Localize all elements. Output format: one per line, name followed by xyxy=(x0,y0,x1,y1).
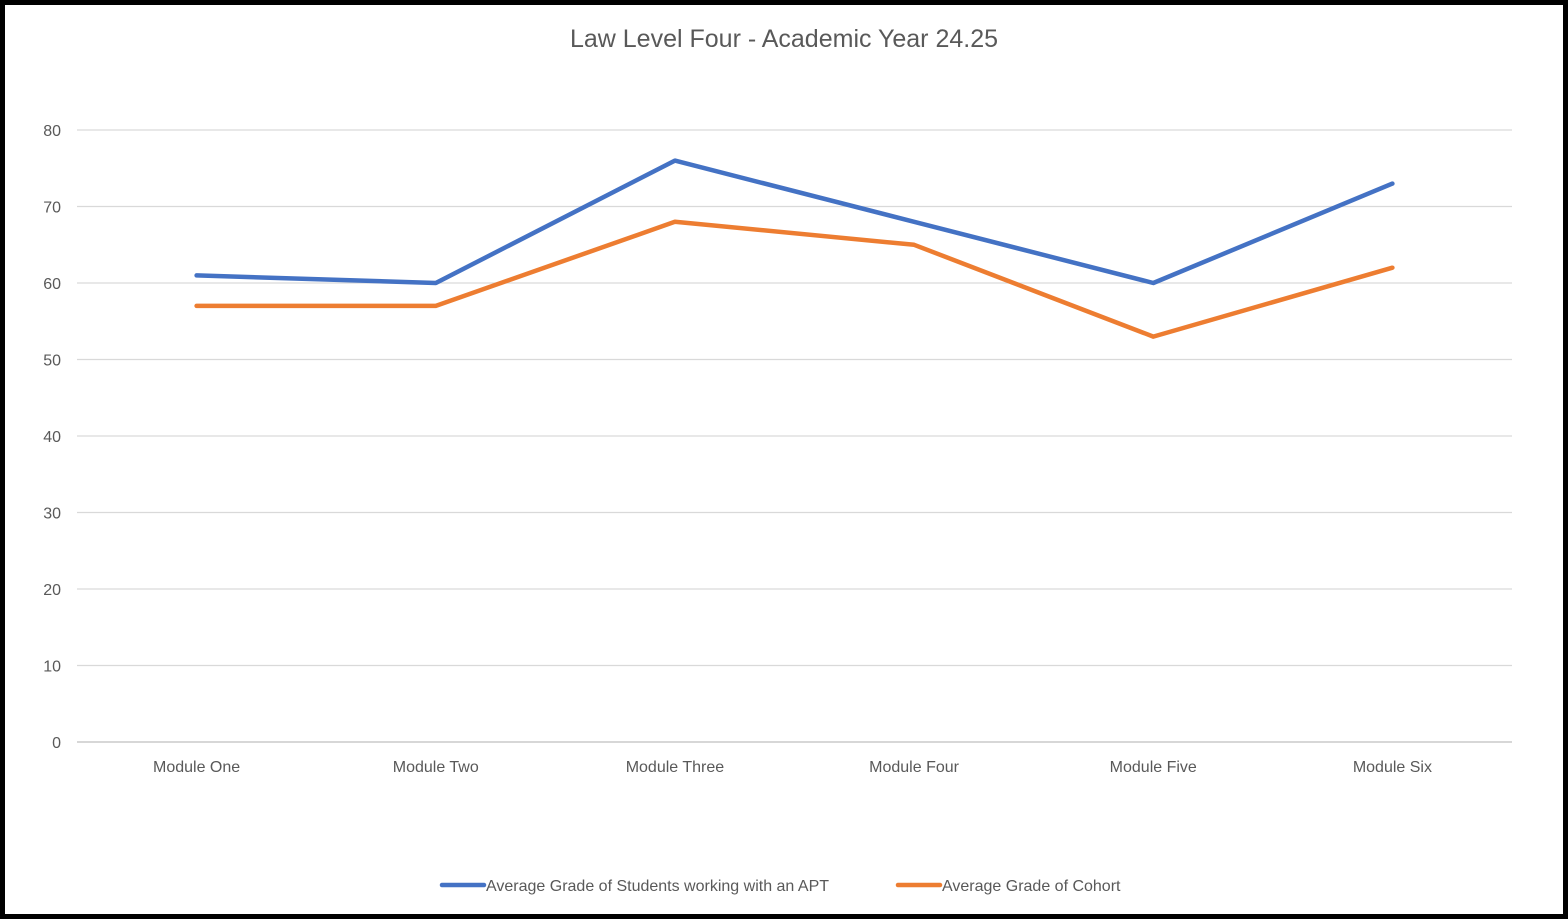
x-axis-ticks: Module One Module Two Module Three Module F… xyxy=(153,759,1432,776)
series-lines xyxy=(194,158,1395,339)
y-tick-label: 20 xyxy=(43,582,61,599)
legend-item: Average Grade of Cohort xyxy=(895,878,1121,895)
y-tick-label: 50 xyxy=(43,353,61,370)
y-tick-label: 80 xyxy=(43,123,61,140)
gridlines xyxy=(77,129,1512,743)
series-line xyxy=(194,219,1395,339)
x-tick-label: Module Four xyxy=(869,759,959,776)
legend: Average Grade of Students working with a… xyxy=(439,878,1121,895)
legend-item: Average Grade of Students working with a… xyxy=(439,878,829,895)
x-tick-label: Module Six xyxy=(1353,759,1432,776)
y-axis-ticks: 0 10 20 30 40 50 60 70 80 xyxy=(43,123,61,752)
legend-label: Average Grade of Students working with a… xyxy=(486,878,829,895)
y-tick-label: 40 xyxy=(43,429,61,446)
x-tick-label: Module Five xyxy=(1110,759,1197,776)
x-tick-label: Module One xyxy=(153,759,240,776)
y-tick-label: 10 xyxy=(43,659,61,676)
x-tick-label: Module Two xyxy=(393,759,479,776)
chart-title: Law Level Four - Academic Year 24.25 xyxy=(570,25,998,53)
y-tick-label: 70 xyxy=(43,200,61,217)
y-tick-label: 60 xyxy=(43,276,61,293)
x-tick-label: Module Three xyxy=(626,759,725,776)
y-tick-label: 30 xyxy=(43,506,61,523)
series-line xyxy=(194,158,1395,286)
y-tick-label: 0 xyxy=(52,735,61,752)
legend-label: Average Grade of Cohort xyxy=(942,878,1121,895)
